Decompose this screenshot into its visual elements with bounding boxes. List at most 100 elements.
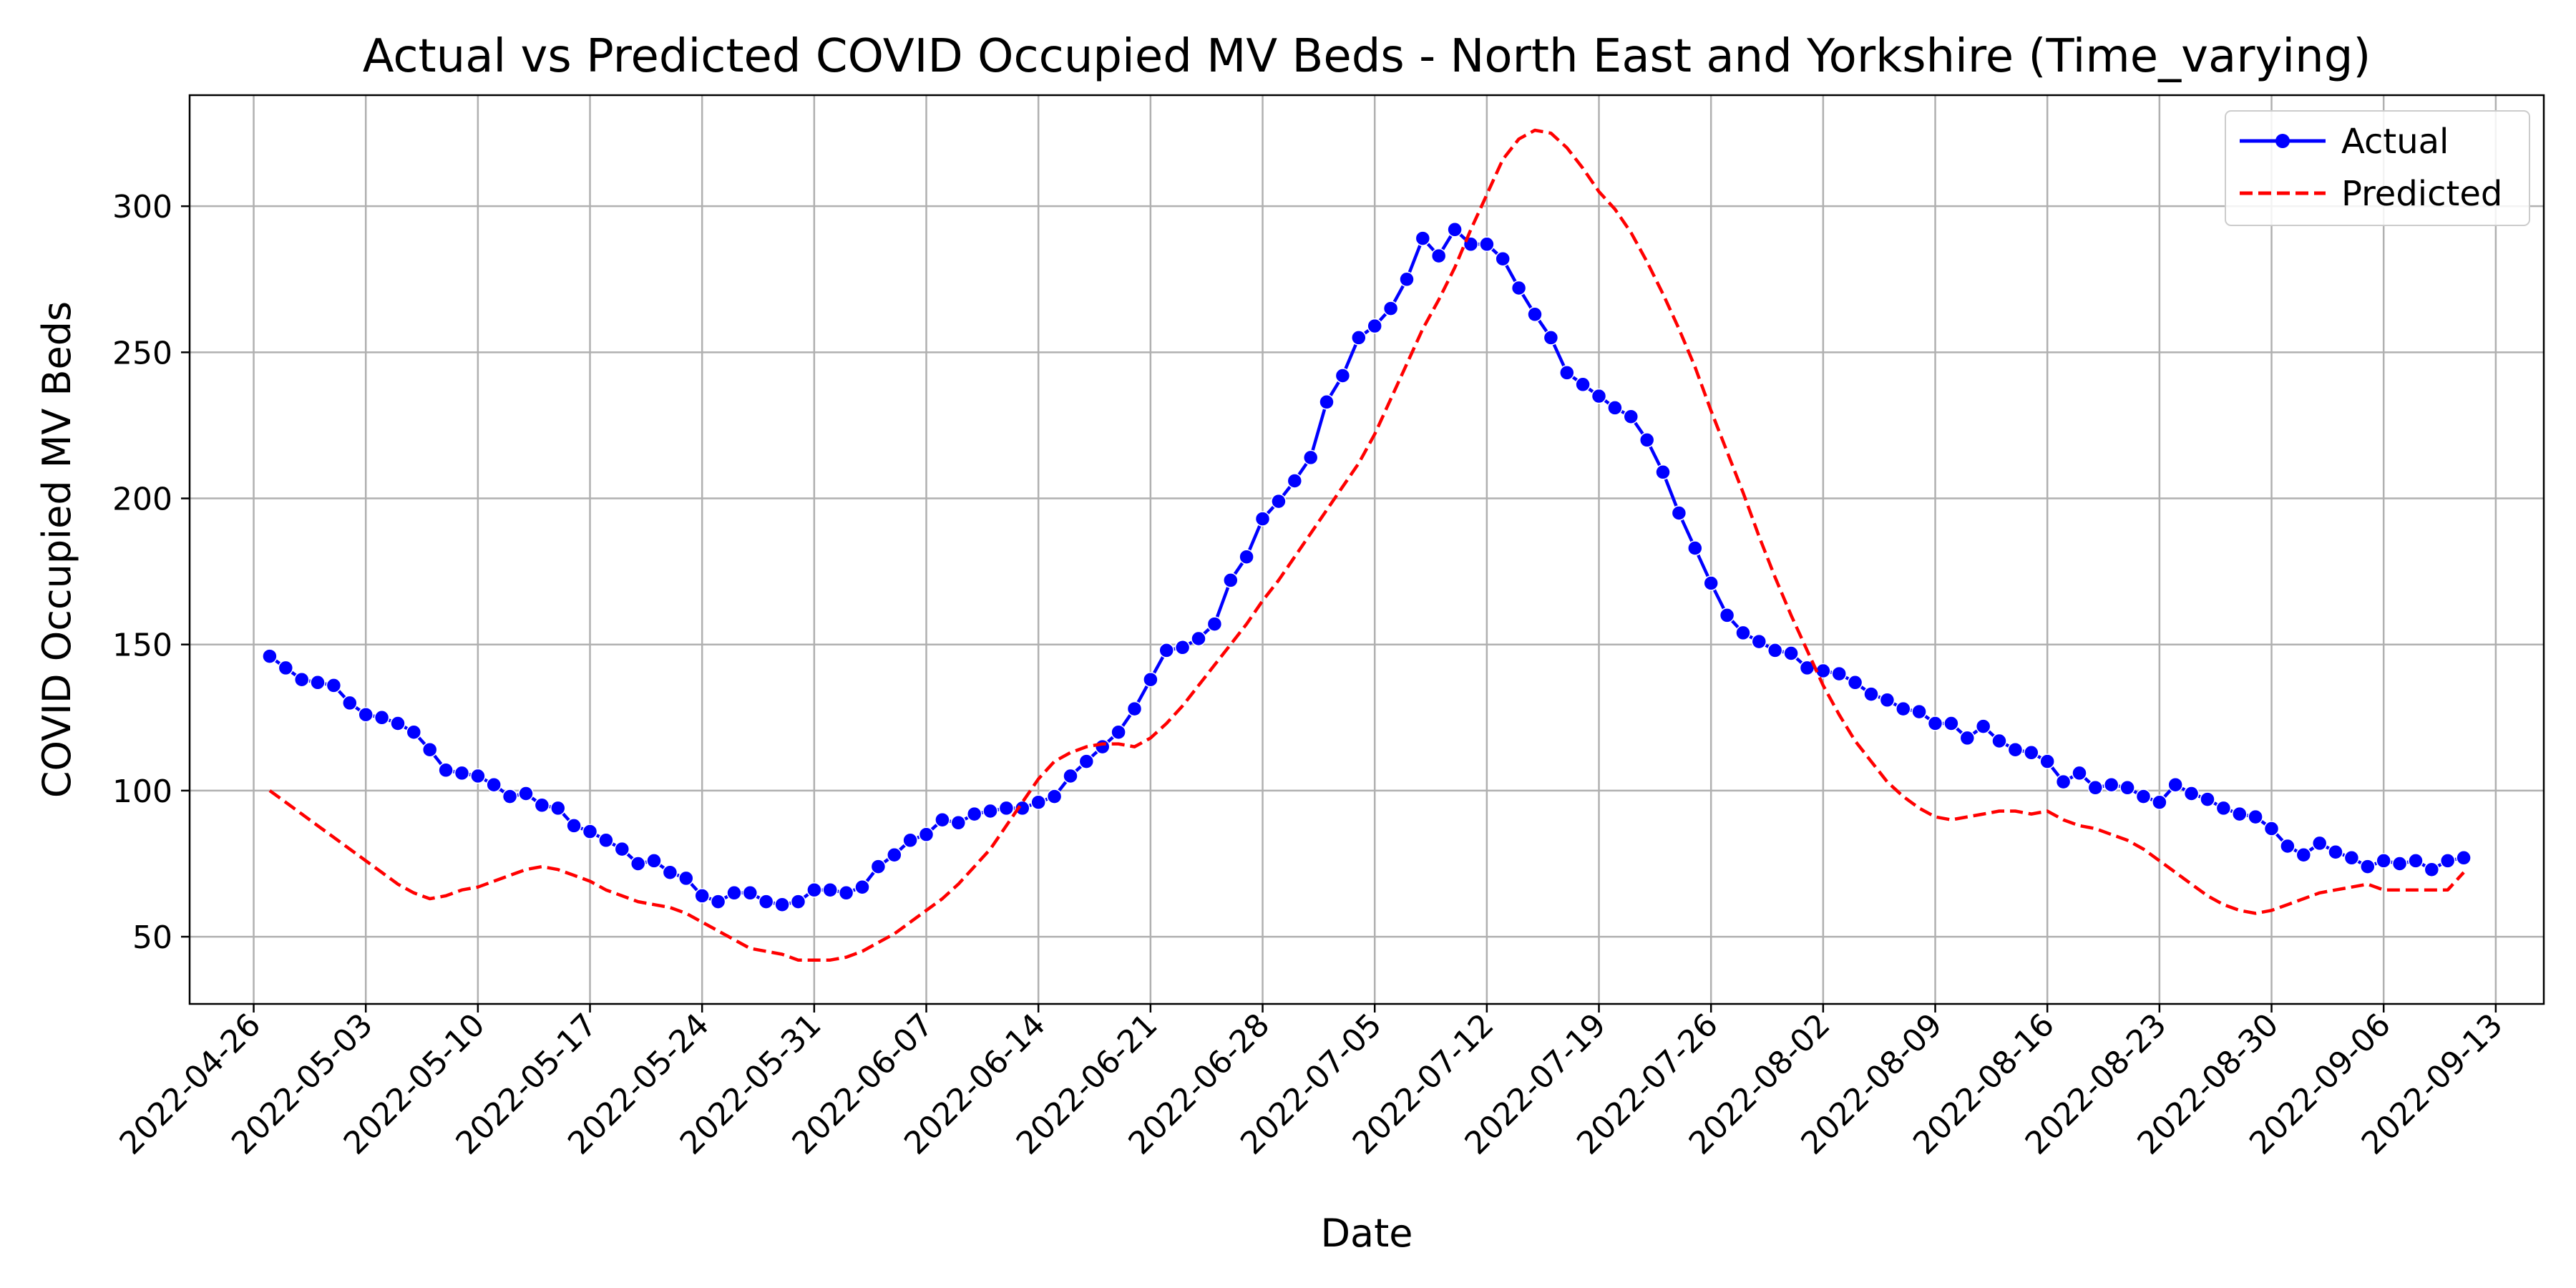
data-point-actual bbox=[518, 786, 534, 801]
data-point-actual bbox=[2152, 794, 2167, 810]
data-point-actual bbox=[1415, 230, 1431, 246]
data-point-actual bbox=[806, 882, 822, 898]
data-point-actual bbox=[710, 894, 726, 909]
data-point-actual bbox=[774, 897, 790, 912]
data-point-actual bbox=[2424, 862, 2440, 877]
data-point-actual bbox=[1607, 400, 1623, 416]
data-point-actual bbox=[1382, 301, 1399, 316]
y-tick-label: 50 bbox=[132, 919, 172, 956]
data-point-actual bbox=[662, 864, 678, 880]
data-point-actual bbox=[2039, 753, 2055, 769]
data-point-actual bbox=[1143, 671, 1158, 688]
series-line-predicted bbox=[268, 128, 2465, 962]
data-point-actual bbox=[1767, 643, 1783, 658]
data-point-actual bbox=[598, 832, 614, 849]
data-point-actual bbox=[566, 818, 582, 834]
data-point-actual bbox=[1527, 306, 1543, 323]
data-point-actual bbox=[1351, 330, 1367, 346]
data-point-actual bbox=[438, 762, 454, 779]
data-point-actual bbox=[822, 882, 838, 898]
data-point-actual bbox=[1751, 633, 1767, 650]
data-point-actual bbox=[2200, 791, 2215, 807]
data-point-actual bbox=[1991, 733, 2007, 749]
data-point-actual bbox=[1927, 716, 1943, 731]
data-point-actual bbox=[1655, 464, 1671, 480]
data-point-actual bbox=[2167, 776, 2183, 793]
data-point-actual bbox=[2072, 765, 2087, 781]
data-point-actual bbox=[582, 824, 598, 839]
data-point-actual bbox=[1254, 511, 1271, 527]
data-point-actual bbox=[262, 648, 278, 664]
data-point-actual bbox=[966, 806, 982, 822]
data-point-actual bbox=[2183, 786, 2200, 801]
legend-marker-actual bbox=[2275, 134, 2290, 148]
data-point-actual bbox=[534, 797, 550, 814]
data-point-actual bbox=[1863, 686, 1879, 702]
data-point-actual bbox=[790, 894, 806, 909]
data-point-actual bbox=[1975, 718, 1991, 734]
data-point-actual bbox=[1735, 625, 1751, 641]
y-tick-label: 300 bbox=[112, 189, 172, 225]
data-point-actual bbox=[678, 870, 694, 887]
data-point-actual bbox=[486, 776, 502, 793]
data-point-actual bbox=[2135, 789, 2152, 804]
data-point-actual bbox=[1591, 388, 1607, 404]
legend-label-predicted: Predicted bbox=[2341, 174, 2502, 214]
data-point-actual bbox=[1543, 330, 1559, 346]
chart-title: Actual vs Predicted COVID Occupied MV Be… bbox=[363, 30, 2371, 83]
data-point-actual bbox=[2119, 780, 2135, 796]
data-point-actual bbox=[758, 894, 774, 909]
y-tick-label: 100 bbox=[112, 774, 172, 810]
data-point-actual bbox=[2296, 847, 2312, 863]
data-point-actual bbox=[390, 716, 406, 731]
data-point-actual bbox=[2391, 856, 2408, 872]
data-point-actual bbox=[998, 800, 1015, 816]
data-point-actual bbox=[1639, 432, 1655, 448]
data-point-actual bbox=[1495, 250, 1511, 267]
y-tick-label: 200 bbox=[112, 482, 172, 518]
data-point-actual bbox=[326, 678, 342, 693]
data-point-actual bbox=[1158, 643, 1174, 658]
data-point-actual bbox=[2408, 853, 2424, 869]
data-point-actual bbox=[1479, 236, 1495, 253]
data-point-actual bbox=[1111, 724, 1126, 740]
data-point-actual bbox=[694, 888, 710, 904]
data-point-actual bbox=[726, 885, 742, 901]
data-point-actual bbox=[1063, 768, 1078, 784]
data-point-actual bbox=[550, 800, 566, 816]
data-point-actual bbox=[1287, 473, 1303, 489]
data-point-actual bbox=[1399, 271, 1415, 288]
data-point-actual bbox=[2055, 774, 2072, 790]
data-point-actual bbox=[2263, 821, 2280, 836]
grid bbox=[190, 95, 2544, 1004]
data-point-actual bbox=[342, 695, 358, 711]
data-point-actual bbox=[1094, 738, 1111, 755]
y-axis-label: COVID Occupied MV Beds bbox=[34, 301, 79, 798]
data-point-actual bbox=[2439, 853, 2456, 869]
legend-label-actual: Actual bbox=[2341, 122, 2449, 162]
plot-frame bbox=[188, 94, 2545, 1005]
data-point-actual bbox=[1191, 630, 1206, 647]
data-point-actual bbox=[358, 706, 374, 723]
data-point-actual bbox=[2103, 776, 2119, 793]
data-point-actual bbox=[1559, 365, 1575, 381]
data-point-actual bbox=[2024, 745, 2039, 761]
data-point-actual bbox=[2343, 850, 2360, 866]
data-point-actual bbox=[454, 765, 470, 781]
data-point-actual bbox=[1959, 730, 1976, 746]
data-point-actual bbox=[2376, 853, 2391, 869]
data-point-actual bbox=[1271, 493, 1287, 509]
data-point-actual bbox=[1015, 800, 1030, 816]
data-point-actual bbox=[870, 859, 887, 874]
data-point-actual bbox=[1623, 409, 1639, 424]
data-point-actual bbox=[1335, 368, 1351, 384]
data-point-actual bbox=[1687, 540, 1703, 556]
data-point-actual bbox=[1783, 645, 1799, 661]
y-tick-label: 250 bbox=[112, 335, 172, 371]
data-point-actual bbox=[1719, 608, 1735, 623]
data-point-actual bbox=[1703, 575, 1719, 591]
data-point-actual bbox=[646, 853, 662, 869]
data-point-actual bbox=[1896, 701, 1911, 717]
data-point-actual bbox=[2232, 806, 2248, 822]
